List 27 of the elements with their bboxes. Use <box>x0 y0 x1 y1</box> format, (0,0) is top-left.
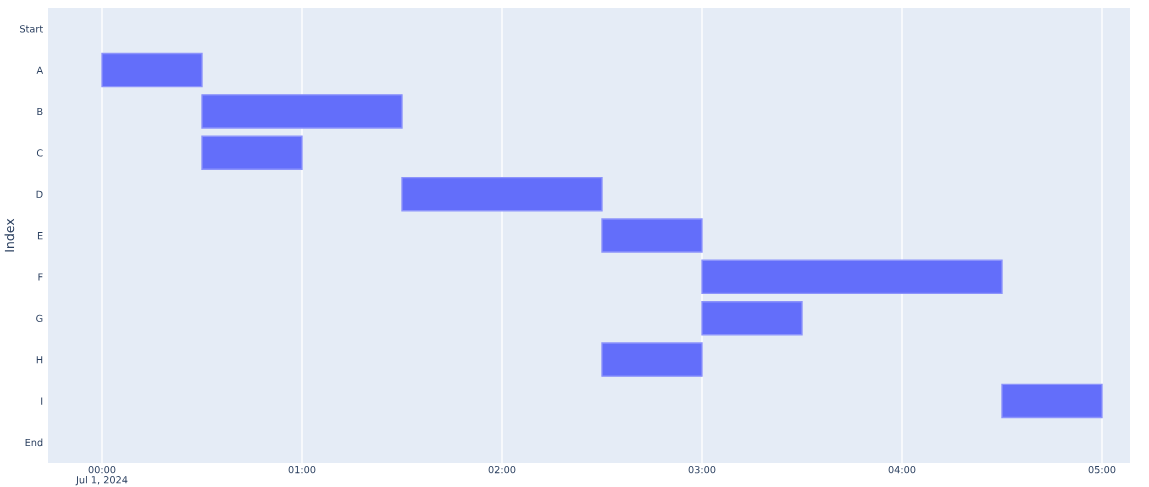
x-tick-label: 03:00 <box>688 465 716 474</box>
x-tick-label: 00:00 Jul 1, 2024 <box>75 465 128 486</box>
y-tick-label: I <box>41 397 43 405</box>
bar <box>601 218 703 253</box>
bar <box>701 259 1003 295</box>
x-tick-label: 02:00 <box>488 465 516 474</box>
bar <box>201 135 303 171</box>
bar <box>101 52 203 88</box>
bar <box>1001 383 1103 419</box>
y-tick-label: C <box>36 149 43 157</box>
x-tick-label: 05:00 <box>1088 465 1116 474</box>
y-tick-label: B <box>37 108 43 116</box>
y-tick-label: H <box>36 356 43 364</box>
bar <box>401 176 603 212</box>
bar <box>201 94 403 129</box>
y-tick-label: Start <box>20 25 43 33</box>
bar <box>601 342 703 377</box>
y-axis-title: Index <box>4 218 15 252</box>
x-tick-label: 01:00 <box>288 465 316 474</box>
y-tick-label: G <box>36 314 43 323</box>
y-tick-label: End <box>25 438 43 447</box>
y-tick-label: E <box>37 232 43 240</box>
x-tick-label: 04:00 <box>888 465 916 474</box>
y-tick-label: D <box>36 190 43 198</box>
y-tick-label: A <box>36 66 44 74</box>
bar <box>701 300 803 336</box>
y-tick-label: F <box>38 273 43 281</box>
